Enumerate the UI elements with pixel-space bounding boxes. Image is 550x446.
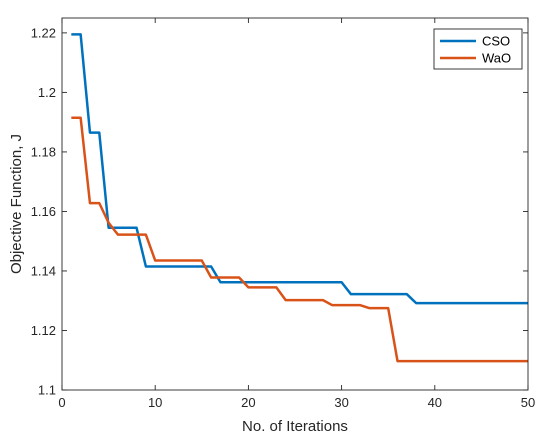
legend-label-wao: WaO (482, 51, 511, 66)
y-tick-label: 1.22 (31, 25, 56, 40)
y-tick-label: 1.12 (31, 323, 56, 338)
axes-box (61, 17, 529, 391)
y-tick-label: 1.18 (31, 144, 56, 159)
plot-area (62, 18, 528, 390)
legend-box (433, 28, 523, 70)
y-tick-label: 1.16 (31, 204, 56, 219)
x-tick-label: 30 (334, 395, 348, 410)
x-tick-label: 40 (428, 395, 442, 410)
x-tick-label: 10 (148, 395, 162, 410)
x-tick-label: 0 (58, 395, 65, 410)
y-tick-label: 1.14 (31, 263, 56, 278)
legend: CSO WaO (433, 28, 523, 70)
y-axis-title: Objective Function, J (8, 134, 25, 274)
y-tick-label: 1.1 (38, 383, 56, 398)
x-axis-title: No. of Iterations (242, 418, 348, 435)
x-tick-label: 20 (241, 395, 255, 410)
series-line-wao (71, 116, 528, 363)
y-tick-label: 1.2 (38, 85, 56, 100)
x-tick-label: 50 (521, 395, 535, 410)
series-line-cso (71, 33, 528, 305)
legend-label-cso: CSO (482, 34, 510, 49)
